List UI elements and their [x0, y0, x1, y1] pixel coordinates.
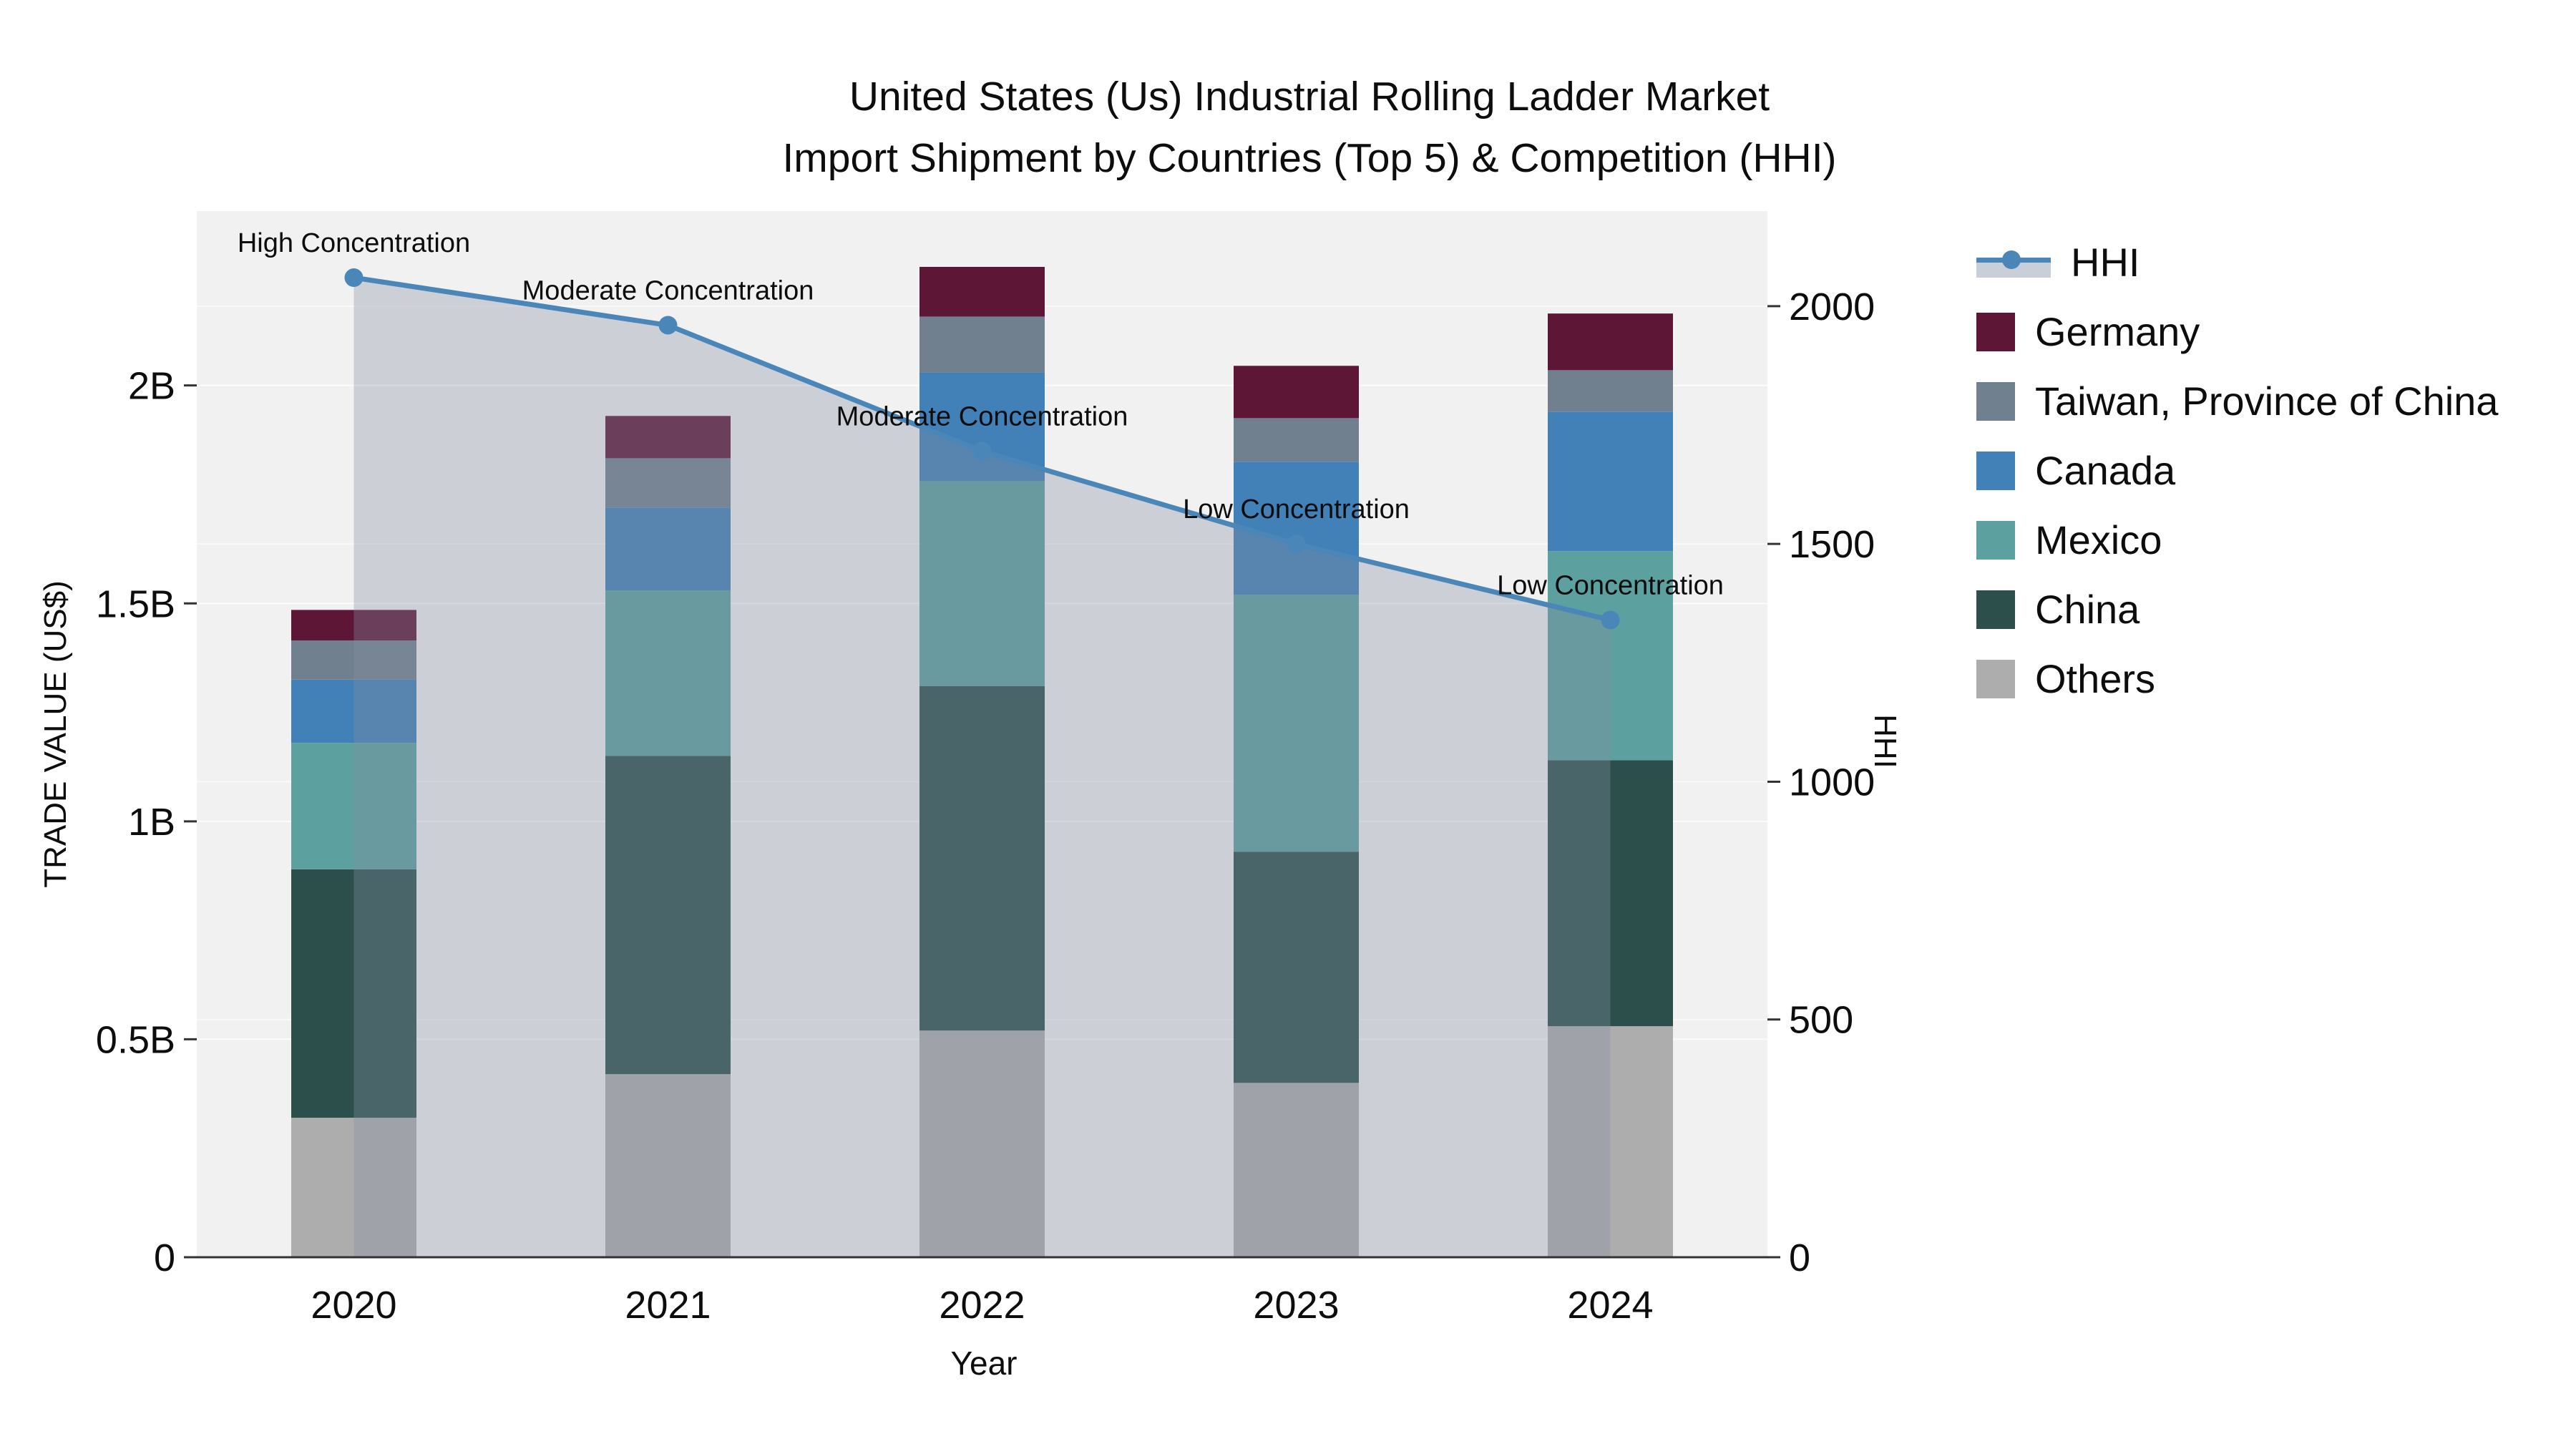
hhi-marker-2021	[658, 316, 678, 335]
bar-segment-mexico-2021	[605, 590, 731, 756]
y-right-tick-label: 500	[1789, 999, 1853, 1042]
legend-item-mexico[interactable]: Mexico	[1976, 505, 2498, 575]
annotation-2024: Low Concentration	[1497, 571, 1724, 601]
bar-segment-china-2020	[291, 869, 416, 1118]
y-axis-title-left: TRADE VALUE (US$)	[38, 580, 73, 888]
chart-title: United States (Us) Industrial Rolling La…	[680, 66, 1939, 189]
y-right-tick-label: 0	[1789, 1236, 1810, 1279]
x-tick-label-2023: 2023	[1253, 1284, 1339, 1327]
bar-segment-taiwan-province-of-china-2024	[1548, 370, 1673, 412]
chart-title-line1: United States (Us) Industrial Rolling La…	[849, 74, 1770, 119]
bar-segment-canada-2021	[605, 507, 731, 590]
bar-segment-others-2020	[291, 1118, 416, 1257]
bar-segment-germany-2022	[919, 266, 1045, 317]
hhi-line-swatch-icon	[1976, 243, 2051, 282]
hhi-marker-2023	[1287, 535, 1306, 554]
annotation-2023: Low Concentration	[1183, 494, 1410, 525]
legend-item-hhi[interactable]: HHI	[1976, 228, 2498, 297]
hhi-marker-2024	[1601, 610, 1620, 630]
legend-color-swatch-icon	[1976, 520, 2015, 560]
legend-item-taiwan-province-of-china[interactable]: Taiwan, Province of China	[1976, 366, 2498, 436]
bar-segment-mexico-2023	[1234, 595, 1359, 852]
y-axis-title-right: HHI	[1868, 714, 1903, 769]
x-tick-label-2021: 2021	[625, 1284, 711, 1327]
legend-color-swatch-icon	[1976, 312, 2015, 351]
legend-label: HHI	[2071, 240, 2140, 285]
bar-segment-china-2023	[1234, 852, 1359, 1083]
bar-segment-taiwan-province-of-china-2021	[605, 458, 731, 508]
legend-color-swatch-icon	[1976, 659, 2015, 698]
hhi-marker-2022	[972, 441, 992, 461]
bar-segment-mexico-2020	[291, 743, 416, 869]
legend-color-swatch-icon	[1976, 381, 2015, 421]
y-right-tick-label: 2000	[1789, 286, 1875, 328]
annotation-2022: Moderate Concentration	[836, 402, 1128, 432]
legend: HHI Germany Taiwan, Province of China Canad…	[1976, 228, 2498, 713]
bar-segment-china-2024	[1548, 760, 1673, 1027]
bar-segment-germany-2024	[1548, 313, 1673, 371]
legend-label: Others	[2035, 656, 2156, 701]
bar-segment-canada-2024	[1548, 411, 1673, 552]
x-tick-label-2024: 2024	[1567, 1284, 1653, 1327]
y-right-tick-label: 1000	[1789, 761, 1875, 804]
bar-segment-others-2023	[1234, 1083, 1359, 1257]
legend-label: Canada	[2035, 448, 2176, 493]
bar-segment-germany-2023	[1234, 366, 1359, 419]
bar-segment-mexico-2022	[919, 481, 1045, 686]
bar-segment-germany-2021	[605, 416, 731, 459]
legend-color-swatch-icon	[1976, 451, 2015, 490]
bar-segment-china-2021	[605, 756, 731, 1075]
bar-segment-others-2022	[919, 1030, 1045, 1257]
bar-segment-mexico-2024	[1548, 551, 1673, 761]
legend-label: Mexico	[2035, 517, 2162, 562]
y-left-tick-label: 0	[154, 1236, 175, 1279]
bar-segment-taiwan-province-of-china-2020	[291, 640, 416, 680]
bar-segment-taiwan-province-of-china-2022	[919, 316, 1045, 373]
y-left-tick-label: 0.5B	[96, 1018, 175, 1061]
hhi-area	[353, 278, 1611, 1257]
bar-segment-canada-2023	[1234, 462, 1359, 595]
x-tick-label-2020: 2020	[311, 1284, 396, 1327]
y-left-tick-label: 1B	[128, 801, 175, 844]
legend-item-germany[interactable]: Germany	[1976, 297, 2498, 366]
y-right-tick-label: 1500	[1789, 523, 1875, 566]
annotation-2021: Moderate Concentration	[522, 275, 814, 306]
bar-segment-taiwan-province-of-china-2023	[1234, 418, 1359, 462]
legend-item-china[interactable]: China	[1976, 575, 2498, 644]
legend-color-swatch-icon	[1976, 590, 2015, 629]
y-left-tick-label: 2B	[128, 365, 175, 408]
x-tick-label-2022: 2022	[939, 1284, 1025, 1327]
legend-item-canada[interactable]: Canada	[1976, 436, 2498, 505]
legend-label: Taiwan, Province of China	[2035, 379, 2499, 424]
bar-segment-others-2024	[1548, 1026, 1673, 1257]
bar-segment-china-2022	[919, 686, 1045, 1031]
annotation-2020: High Concentration	[238, 228, 470, 258]
bar-segment-canada-2020	[291, 679, 416, 743]
bar-segment-others-2021	[605, 1074, 731, 1257]
legend-item-others[interactable]: Others	[1976, 644, 2498, 713]
hhi-marker-2020	[344, 268, 364, 288]
chart-title-line2: Import Shipment by Countries (Top 5) & C…	[782, 135, 1837, 181]
bar-segment-germany-2020	[291, 610, 416, 641]
x-axis-title: Year	[950, 1345, 1018, 1382]
legend-label: Germany	[2035, 309, 2200, 354]
y-left-tick-label: 1.5B	[96, 582, 175, 625]
legend-label: China	[2035, 587, 2140, 632]
